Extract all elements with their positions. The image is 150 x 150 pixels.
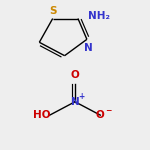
Text: O: O <box>96 110 105 120</box>
Text: HO: HO <box>33 110 50 120</box>
Text: S: S <box>49 6 56 16</box>
Text: −: − <box>105 106 111 116</box>
Text: N: N <box>84 43 93 53</box>
Text: N: N <box>71 97 79 107</box>
Text: NH₂: NH₂ <box>88 11 110 21</box>
Text: O: O <box>71 70 79 80</box>
Text: +: + <box>79 93 85 102</box>
